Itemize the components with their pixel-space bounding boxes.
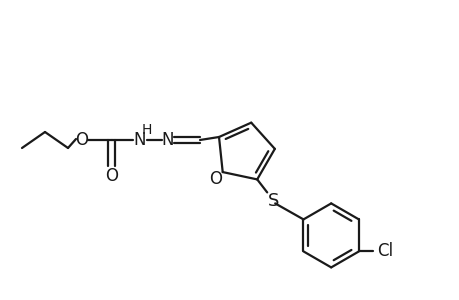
Text: O: O xyxy=(105,167,118,185)
Text: O: O xyxy=(209,170,222,188)
Text: Cl: Cl xyxy=(376,242,392,260)
Text: O: O xyxy=(75,131,88,149)
Text: N: N xyxy=(162,131,174,149)
Text: N: N xyxy=(134,131,146,149)
Text: S: S xyxy=(267,192,278,210)
Text: H: H xyxy=(141,123,152,137)
